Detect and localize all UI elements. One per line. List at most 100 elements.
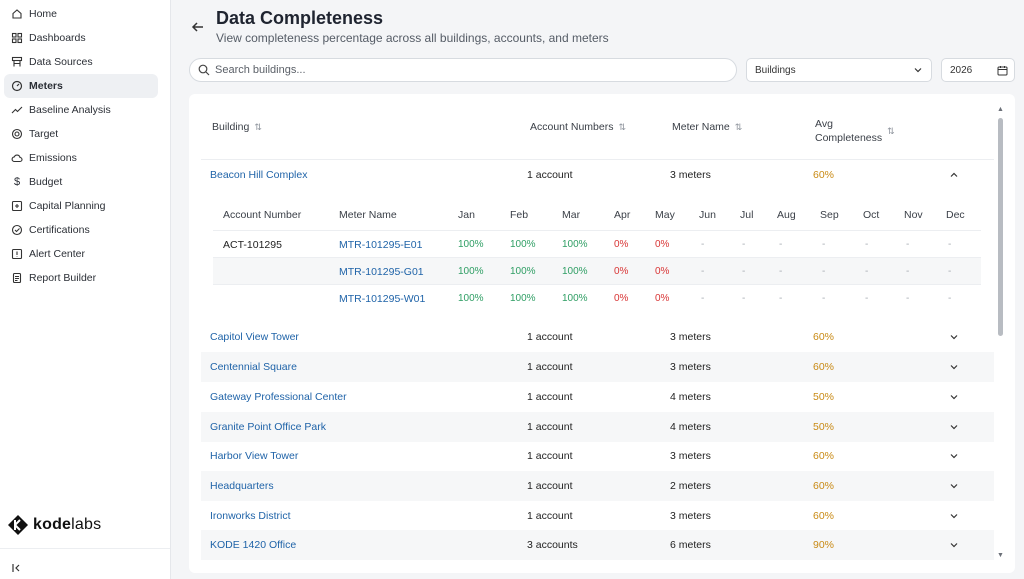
sidebar-item-capital-planning[interactable]: Capital Planning bbox=[4, 194, 158, 218]
table-row[interactable]: Headquarters 1 account 2 meters 60% bbox=[201, 471, 994, 501]
month-value: - bbox=[948, 266, 952, 277]
column-header-building[interactable]: Building ⇅ bbox=[212, 94, 262, 160]
building-name[interactable]: Headquarters bbox=[210, 480, 274, 492]
chevron-up-icon[interactable] bbox=[948, 160, 960, 190]
table-row[interactable]: Ironworks District 1 account 3 meters 60… bbox=[201, 501, 994, 531]
account-count: 1 account bbox=[527, 480, 573, 492]
table-scrollbar[interactable]: ▲ ▼ bbox=[996, 106, 1006, 564]
table-row[interactable]: KODE 1420 Office 3 accounts 6 meters 90% bbox=[201, 530, 994, 560]
building-name[interactable]: Granite Point Office Park bbox=[210, 421, 326, 433]
detail-row: MTR-101295-W01 100% 100% 100% 0% 0% - - … bbox=[213, 284, 981, 311]
table-row-expanded[interactable]: Beacon Hill Complex 1 account 3 meters 6… bbox=[201, 160, 994, 190]
meter-link[interactable]: MTR-101295-E01 bbox=[339, 238, 423, 251]
column-header-label: Building bbox=[212, 121, 250, 133]
column-header-avg-completeness[interactable]: Avg Completeness ⇅ bbox=[815, 116, 895, 146]
sort-icon: ⇅ bbox=[254, 121, 262, 132]
account-count: 1 account bbox=[527, 331, 573, 343]
meter-link[interactable]: MTR-101295-W01 bbox=[339, 292, 426, 305]
month-header: Sep bbox=[820, 209, 839, 221]
chevron-down-icon[interactable] bbox=[948, 322, 960, 352]
table-row[interactable]: Gateway Professional Center 1 account 4 … bbox=[201, 382, 994, 412]
sidebar-item-report-builder[interactable]: Report Builder bbox=[4, 266, 158, 290]
chevron-down-icon[interactable] bbox=[948, 441, 960, 471]
collapse-sidebar-button[interactable] bbox=[9, 561, 23, 575]
scroll-up-icon[interactable]: ▲ bbox=[997, 106, 1004, 113]
sidebar-item-data-sources[interactable]: Data Sources bbox=[4, 50, 158, 74]
month-value: - bbox=[701, 293, 705, 304]
chevron-down-icon[interactable] bbox=[948, 352, 960, 382]
table-header: Building ⇅ Account Numbers ⇅ Meter Name ⇅ A… bbox=[201, 94, 994, 160]
avg-completeness: 90% bbox=[813, 539, 835, 551]
search-input[interactable] bbox=[215, 64, 715, 76]
month-value: - bbox=[948, 293, 952, 304]
sidebar-item-label: Capital Planning bbox=[29, 200, 106, 212]
sidebar-item-certifications[interactable]: Certifications bbox=[4, 218, 158, 242]
table-row[interactable]: Capitol View Tower 1 account 3 meters 60… bbox=[201, 322, 994, 352]
group-by-select[interactable]: Buildings bbox=[746, 58, 932, 82]
month-header: Jun bbox=[699, 209, 716, 221]
sidebar-item-label: Budget bbox=[29, 176, 63, 188]
detail-header-account-number: Account Number bbox=[223, 209, 302, 221]
search-box[interactable] bbox=[189, 58, 737, 82]
dashboard-icon bbox=[11, 32, 23, 44]
building-name[interactable]: KODE 1420 Office bbox=[210, 539, 297, 551]
page-title: Data Completeness bbox=[216, 8, 384, 28]
avg-completeness: 60% bbox=[813, 480, 835, 492]
logo-text-bold: kode bbox=[33, 516, 72, 533]
month-header: Feb bbox=[510, 209, 529, 221]
chevron-down-icon[interactable] bbox=[948, 471, 960, 501]
month-value: - bbox=[779, 293, 783, 304]
building-name[interactable]: Ironworks District bbox=[210, 510, 291, 522]
avg-completeness: 50% bbox=[813, 391, 835, 403]
back-button[interactable] bbox=[189, 18, 207, 36]
data-sources-icon bbox=[11, 56, 23, 68]
sidebar-item-home[interactable]: Home bbox=[4, 2, 158, 26]
month-value: - bbox=[865, 266, 869, 277]
chevron-down-icon[interactable] bbox=[948, 382, 960, 412]
building-name[interactable]: Centennial Square bbox=[210, 361, 297, 373]
sidebar-item-dashboards[interactable]: Dashboards bbox=[4, 26, 158, 50]
sidebar-item-emissions[interactable]: Emissions bbox=[4, 146, 158, 170]
sidebar-item-budget[interactable]: $ Budget bbox=[4, 170, 158, 194]
avg-completeness: 60% bbox=[813, 361, 835, 373]
kodelabs-logo-icon bbox=[8, 515, 28, 535]
month-value: - bbox=[948, 239, 952, 250]
chevron-down-icon[interactable] bbox=[948, 501, 960, 531]
meter-count: 3 meters bbox=[670, 169, 711, 181]
month-value: - bbox=[779, 266, 783, 277]
sidebar-item-label: Data Sources bbox=[29, 56, 93, 68]
sidebar: Home Dashboards Data Sources Meters Base… bbox=[0, 0, 171, 579]
column-header-label: Account Numbers bbox=[530, 121, 614, 133]
building-name[interactable]: Gateway Professional Center bbox=[210, 391, 347, 403]
sidebar-item-alert-center[interactable]: Alert Center bbox=[4, 242, 158, 266]
column-header-meter-name[interactable]: Meter Name ⇅ bbox=[672, 94, 742, 160]
month-value: - bbox=[822, 293, 826, 304]
sidebar-item-baseline-analysis[interactable]: Baseline Analysis bbox=[4, 98, 158, 122]
avg-completeness: 60% bbox=[813, 169, 835, 181]
table-row[interactable]: Centennial Square 1 account 3 meters 60% bbox=[201, 352, 994, 382]
group-by-value: Buildings bbox=[755, 64, 796, 76]
month-header: Oct bbox=[863, 209, 880, 221]
month-value: - bbox=[742, 266, 746, 277]
chevron-down-icon[interactable] bbox=[948, 412, 960, 442]
column-header-account-numbers[interactable]: Account Numbers ⇅ bbox=[530, 94, 626, 160]
logo-text-light: labs bbox=[71, 516, 102, 533]
building-name[interactable]: Capitol View Tower bbox=[210, 331, 299, 343]
table-row[interactable]: Harbor View Tower 1 account 3 meters 60% bbox=[201, 441, 994, 471]
year-picker[interactable]: 2026 bbox=[941, 58, 1015, 82]
sidebar-item-meters[interactable]: Meters bbox=[4, 74, 158, 98]
account-count: 1 account bbox=[527, 361, 573, 373]
account-count: 1 account bbox=[527, 421, 573, 433]
table-row[interactable]: Granite Point Office Park 1 account 4 me… bbox=[201, 412, 994, 442]
sidebar-item-label: Meters bbox=[29, 80, 63, 92]
scroll-down-icon[interactable]: ▼ bbox=[997, 552, 1004, 559]
building-name[interactable]: Harbor View Tower bbox=[210, 450, 299, 462]
sidebar-item-target[interactable]: Target bbox=[4, 122, 158, 146]
calendar-icon bbox=[997, 65, 1008, 75]
month-value: - bbox=[701, 239, 705, 250]
building-name[interactable]: Beacon Hill Complex bbox=[210, 169, 308, 181]
chevron-down-icon[interactable] bbox=[948, 530, 960, 560]
meter-link[interactable]: MTR-101295-G01 bbox=[339, 265, 424, 278]
report-icon bbox=[11, 272, 23, 284]
scroll-thumb[interactable] bbox=[998, 118, 1003, 336]
